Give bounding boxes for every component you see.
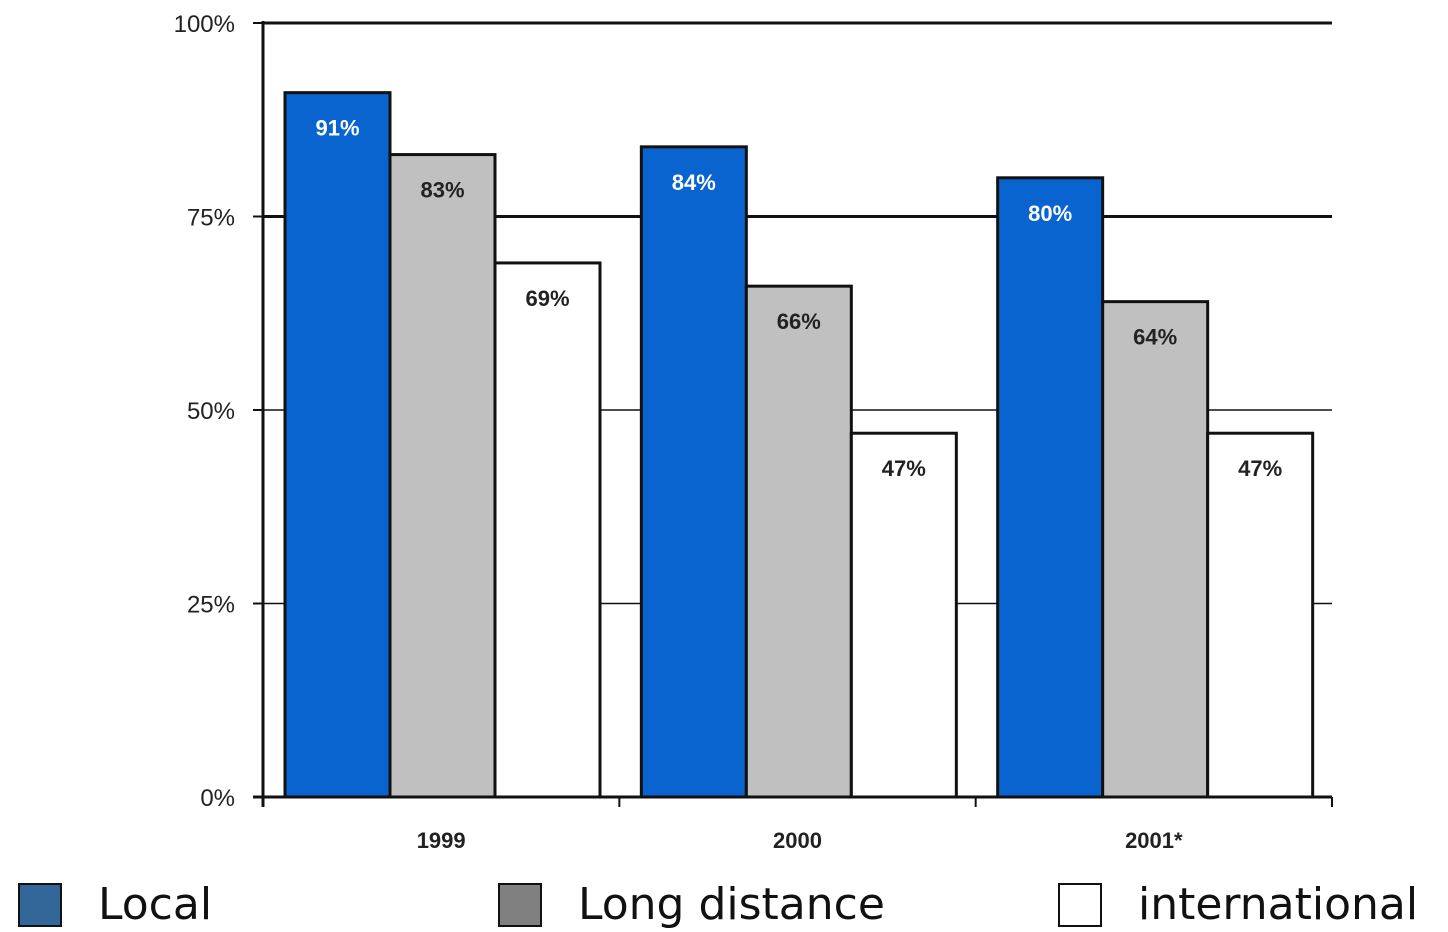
bar: [1206, 431, 1315, 799]
y-tick-label: 0%: [200, 785, 235, 812]
axes: 0% 25% 50% 75% 100% 1999 2000 2001*: [174, 11, 1333, 853]
legend-item-local: Local: [18, 880, 212, 930]
bar: [639, 145, 748, 799]
x-category-label: 2000: [773, 828, 822, 853]
legend-label-long-distance: Long distance: [578, 879, 885, 930]
data-label: 64%: [1133, 325, 1177, 350]
y-tick-label: 75%: [187, 205, 235, 232]
legend-swatch-international: [1058, 883, 1102, 927]
y-tick-label: 25%: [187, 592, 235, 619]
x-category-label: 2001*: [1125, 828, 1183, 853]
y-tick-label: 100%: [174, 11, 235, 38]
bar: [1101, 300, 1210, 799]
data-labels: 91% 83% 69% 84% 66% 47% 80% 64% 47%: [315, 116, 1282, 482]
data-label: 47%: [1238, 456, 1282, 481]
bar: [493, 261, 602, 799]
bar: [849, 431, 958, 799]
data-label: 69%: [525, 286, 569, 311]
data-label: 66%: [777, 309, 821, 334]
legend-swatch-local: [18, 883, 62, 927]
bar: [744, 284, 853, 799]
data-label: 80%: [1028, 201, 1072, 226]
x-category-label: 1999: [417, 828, 466, 853]
data-label: 47%: [882, 456, 926, 481]
data-label: 91%: [315, 116, 359, 141]
bar: [283, 91, 392, 799]
data-label: 83%: [420, 178, 464, 203]
legend-item-international: international: [1058, 880, 1418, 930]
legend-item-long-distance: Long distance: [498, 880, 885, 930]
bar-chart: 0% 25% 50% 75% 100% 1999 2000 2001* 91% 83% 69% 84…: [174, 11, 1333, 853]
bar: [388, 153, 497, 799]
bars: [283, 91, 1315, 799]
data-label: 84%: [672, 170, 716, 195]
y-tick-label: 50%: [187, 398, 235, 425]
legend-label-international: international: [1138, 879, 1419, 930]
bar: [996, 176, 1105, 799]
legend-label-local: Local: [98, 879, 213, 930]
legend-swatch-long-distance: [498, 883, 542, 927]
legend: Local Long distance international: [0, 872, 1448, 932]
